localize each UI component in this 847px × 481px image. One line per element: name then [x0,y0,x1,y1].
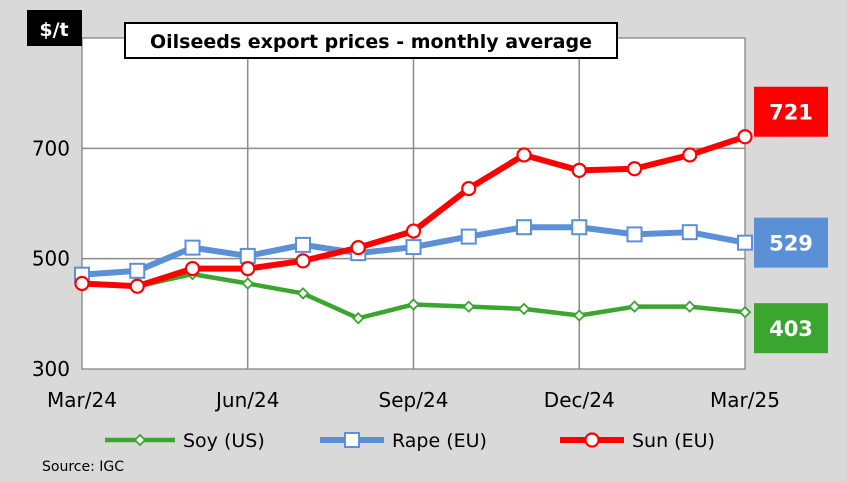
data-point-soy-us [683,300,697,313]
data-point-sun-eu [461,181,477,197]
data-point-soy-us [572,309,586,322]
legend-label-sun-eu: Sun (EU) [632,430,715,452]
y-tick-label: 500 [32,247,70,271]
legend-label-rape-eu: Rape (EU) [392,430,487,452]
data-point-sun-eu [682,147,698,163]
x-tick-label: Mar/25 [710,388,780,412]
data-point-soy-us [628,300,641,313]
data-point-rape-eu [239,247,256,264]
data-point-sun-eu [737,129,753,145]
data-point-sun-eu [350,240,366,256]
data-point-sun-eu [184,260,201,277]
unit-label-box [27,10,82,46]
y-tick-label: 300 [32,357,70,381]
legend-item-rape-eu: Rape (EU) [320,430,487,452]
data-point-rape-eu [460,228,477,245]
series-group [74,129,753,325]
data-point-sun-eu [240,260,256,277]
x-tick-label: Sep/24 [379,388,449,412]
data-point-rape-eu [571,219,588,236]
data-point-soy-us [462,300,476,313]
data-point-sun-eu [626,161,643,177]
data-point-rape-eu [626,226,643,243]
y-tick-label: 700 [32,136,70,160]
data-point-sun-eu [571,162,587,178]
data-point-soy-us [296,287,310,300]
data-point-rape-eu [737,234,753,251]
end-labels: 403 529 721 [754,86,828,354]
data-point-sun-eu [295,253,311,269]
data-point-sun-eu [405,223,422,239]
legend: Soy (US) Rape (EU) Sun (EU) [105,430,715,452]
data-point-soy-us [241,277,255,290]
data-point-rape-eu [516,219,532,236]
legend-item-sun-eu: Sun (EU) [560,430,715,452]
data-point-rape-eu [184,239,201,256]
end-label-box-soy-us [754,303,828,354]
chart-title: Oilseeds export prices - monthly average [150,31,592,53]
end-label-box-sun-eu [754,86,828,137]
data-point-soy-us [351,311,365,325]
x-axis-ticks: Mar/24 Jun/24 Sep/24 Dec/24 Mar/25 [47,388,780,412]
end-label-sun-eu: 721 [769,101,813,125]
x-tick-label: Dec/24 [544,388,615,412]
data-point-rape-eu [129,262,146,279]
unit-label: $/t [39,19,68,41]
data-point-sun-eu [74,275,90,292]
legend-item-soy-us: Soy (US) [105,430,265,452]
x-tick-label: Jun/24 [214,388,279,412]
x-tick-label: Mar/24 [47,388,117,412]
data-point-soy-us [407,298,420,311]
end-label-soy-us: 403 [769,317,813,341]
data-point-soy-us [738,305,752,319]
data-point-soy-us [517,302,531,316]
end-label-box-rape-eu [754,217,828,268]
source-note: Source: IGC [42,459,124,475]
gridlines [82,38,745,369]
end-label-rape-eu: 529 [769,232,813,256]
legend-marker-rape-eu [344,432,360,448]
data-point-sun-eu [516,147,532,163]
data-point-rape-eu [405,239,422,256]
legend-marker-soy-us [133,433,147,447]
series-sun-eu [74,129,753,294]
legend-label-soy-us: Soy (US) [183,430,265,452]
chart-title-box [124,22,618,59]
data-point-sun-eu [129,278,145,294]
data-point-rape-eu [295,236,311,253]
y-axis-ticks: 3005007009 [32,26,70,381]
legend-marker-sun-eu [584,432,600,448]
data-point-rape-eu [681,224,698,241]
